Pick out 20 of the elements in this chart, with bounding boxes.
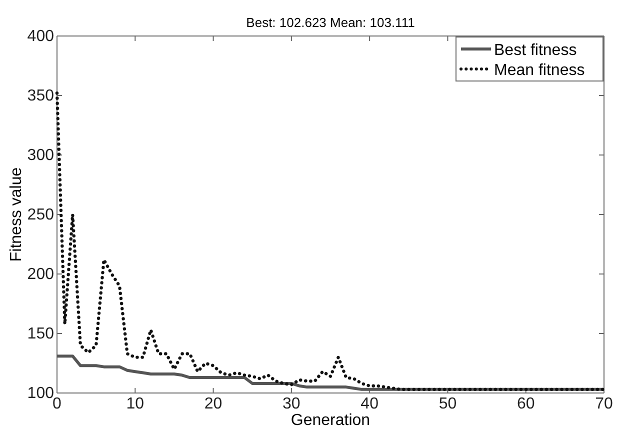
y-tick-label: 300 — [27, 147, 54, 164]
legend-label: Mean fitness — [494, 62, 585, 79]
chart-title: Best: 102.623 Mean: 103.111 — [246, 15, 415, 30]
x-tick-label: 20 — [204, 395, 222, 412]
y-tick-label: 150 — [27, 326, 54, 343]
x-tick-label: 70 — [595, 395, 613, 412]
x-tick-label: 50 — [438, 395, 457, 412]
y-tick-label: 100 — [27, 385, 54, 402]
x-tick-label: 10 — [126, 395, 144, 412]
y-tick-label: 200 — [27, 266, 54, 284]
x-tick-label: 40 — [360, 395, 379, 412]
legend-label: Best fitness — [494, 42, 577, 59]
x-tick-label: 30 — [282, 395, 300, 412]
y-tick-label: 400 — [27, 28, 54, 46]
y-tick-label: 250 — [27, 206, 54, 224]
x-axis-title: Generation — [290, 412, 370, 429]
y-axis-title: Fitness value — [8, 167, 25, 262]
y-tick-label: 350 — [27, 88, 54, 105]
x-tick-label: 0 — [52, 395, 62, 412]
x-tick-label: 60 — [516, 395, 535, 412]
